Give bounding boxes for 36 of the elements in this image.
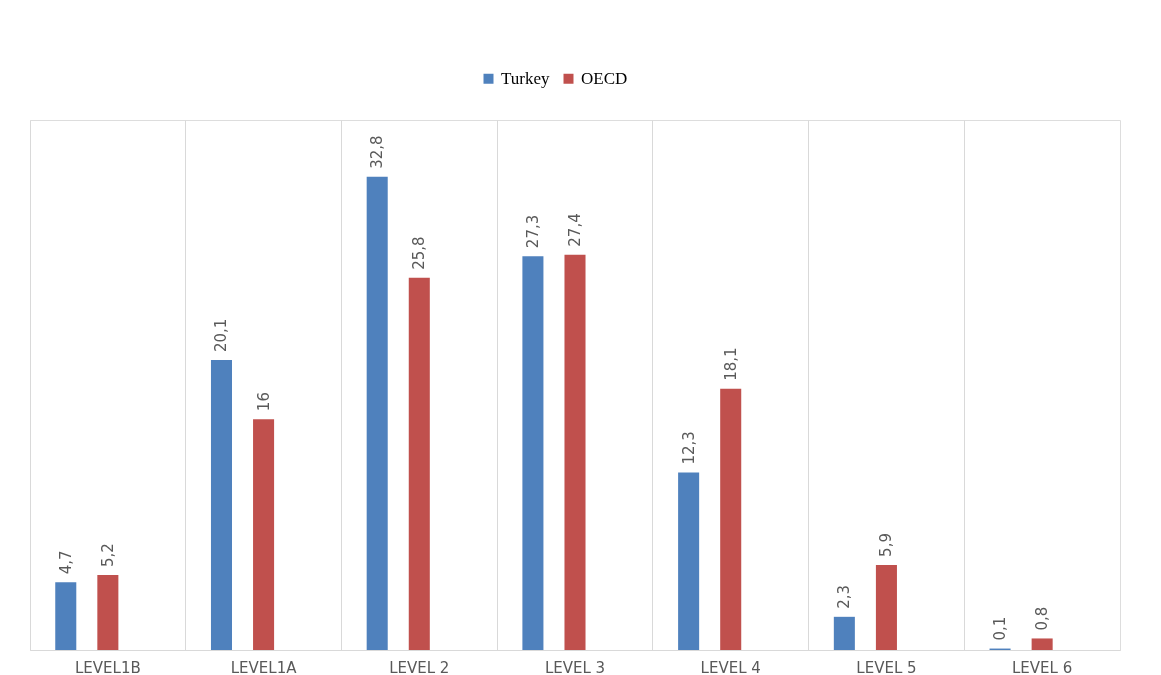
data-label: 2,3 [835, 584, 854, 609]
data-label: 32,8 [368, 135, 387, 169]
legend-label: OECD [581, 68, 628, 88]
bar [210, 360, 233, 650]
x-tick-label: LEVEL 5 [856, 658, 917, 675]
data-label: 27,3 [523, 214, 542, 249]
bar [1031, 638, 1053, 650]
x-tick-label: LEVEL 6 [1012, 658, 1073, 675]
data-label: 4,7 [56, 550, 75, 575]
data-label: 12,3 [679, 431, 698, 465]
bar [833, 616, 855, 650]
data-label: 0,1 [991, 616, 1010, 641]
bar [875, 564, 897, 650]
bar [564, 254, 586, 650]
bar [720, 388, 742, 650]
bar [55, 582, 77, 650]
bar [678, 472, 700, 650]
data-label: 20,1 [212, 318, 231, 353]
data-label: 0,8 [1033, 606, 1052, 631]
data-label: 5,2 [98, 543, 117, 567]
data-label: 27,4 [566, 213, 584, 247]
x-tick-label: LEVEL 4 [700, 658, 761, 675]
x-tick-label: LEVEL1A [230, 658, 298, 675]
data-label: 25,8 [410, 236, 429, 270]
legend-label: Turkey [501, 68, 550, 88]
bar [253, 419, 275, 650]
bar [522, 256, 544, 650]
bar [97, 574, 119, 650]
data-label: 16 [254, 392, 273, 412]
x-tick-label: LEVEL 3 [544, 658, 606, 675]
x-tick-label: LEVEL1B [74, 658, 141, 675]
bar [408, 277, 430, 650]
bar [366, 176, 388, 650]
data-label: 18,1 [721, 347, 740, 381]
data-label: 5,9 [877, 533, 896, 557]
x-tick-label: LEVEL 2 [389, 658, 450, 675]
